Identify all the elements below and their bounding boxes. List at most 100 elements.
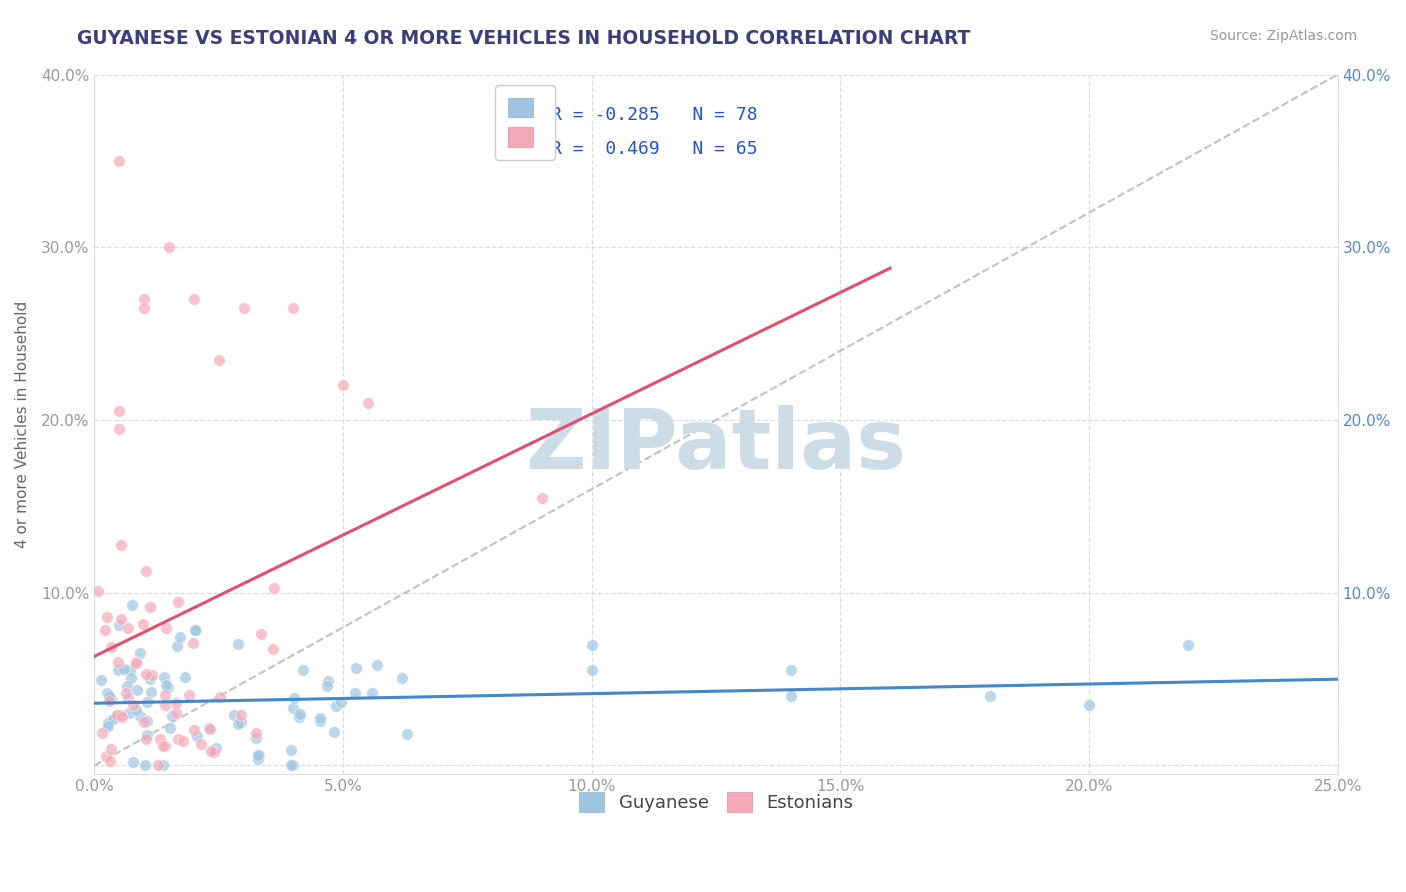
Point [366, 658, 388, 673]
Point [105, 708, 128, 723]
Point [391, 671, 413, 685]
Point [323, 724, 346, 739]
Point [198, 722, 221, 736]
Point [226, 637, 249, 651]
Point [98, 755, 121, 769]
Point [101, 712, 124, 726]
Point [104, 710, 127, 724]
Point [222, 708, 245, 723]
Point [262, 642, 284, 657]
Point [231, 714, 253, 729]
Point [281, 758, 304, 772]
Point [283, 690, 305, 705]
Point [115, 679, 138, 693]
Point [330, 695, 353, 709]
Point [134, 715, 156, 730]
Point [186, 729, 208, 743]
Point [1078, 698, 1101, 712]
Point [172, 734, 194, 748]
Point [90, 673, 112, 688]
Point [530, 491, 553, 505]
Point [155, 621, 177, 635]
Point [166, 731, 188, 746]
Point [134, 758, 156, 772]
Point [1177, 638, 1199, 652]
Point [112, 662, 135, 676]
Point [117, 691, 139, 706]
Point [120, 671, 142, 685]
Point [202, 745, 225, 759]
Point [165, 706, 187, 720]
Point [183, 636, 205, 650]
Point [155, 678, 177, 692]
Point [122, 698, 145, 713]
Point [149, 731, 172, 746]
Point [118, 706, 141, 720]
Point [249, 627, 271, 641]
Point [139, 672, 162, 686]
Point [292, 663, 315, 677]
Point [141, 685, 163, 699]
Point [97, 715, 120, 730]
Point [153, 688, 176, 702]
Point [280, 758, 302, 772]
Point [146, 757, 169, 772]
Point [581, 638, 603, 652]
Legend: Guyanese, Estonians: Guyanese, Estonians [567, 780, 866, 824]
Point [247, 747, 270, 762]
Point [125, 682, 148, 697]
Point [132, 617, 155, 632]
Point [581, 664, 603, 678]
Point [245, 731, 267, 745]
Point [309, 711, 332, 725]
Point [361, 686, 384, 700]
Point [200, 744, 222, 758]
Point [246, 752, 269, 766]
Point [229, 708, 252, 723]
Point [979, 690, 1001, 704]
Point [87, 584, 110, 599]
Point [396, 727, 419, 741]
Point [152, 670, 174, 684]
Point [779, 690, 801, 704]
Point [190, 737, 212, 751]
Point [98, 690, 121, 704]
Point [128, 709, 150, 723]
Point [120, 663, 142, 677]
Point [183, 723, 205, 737]
Point [93, 623, 115, 637]
Point [283, 301, 305, 315]
Point [117, 621, 139, 635]
Point [169, 630, 191, 644]
Point [122, 755, 145, 769]
Point [135, 714, 157, 728]
Point [205, 741, 228, 756]
Point [226, 717, 249, 731]
Text: ZIPatlas: ZIPatlas [526, 405, 907, 486]
Point [316, 673, 339, 688]
Point [110, 538, 132, 552]
Point [108, 153, 131, 168]
Point [157, 240, 180, 254]
Point [160, 709, 183, 723]
Point [183, 292, 205, 306]
Point [288, 706, 311, 721]
Point [100, 692, 122, 706]
Point [110, 708, 132, 723]
Point [357, 395, 380, 409]
Point [153, 698, 176, 712]
Y-axis label: 4 or more Vehicles in Household: 4 or more Vehicles in Household [15, 301, 30, 548]
Point [344, 661, 367, 675]
Point [263, 581, 285, 595]
Point [184, 623, 207, 637]
Point [152, 739, 174, 753]
Point [136, 727, 159, 741]
Point [167, 595, 190, 609]
Point [280, 743, 302, 757]
Point [166, 640, 188, 654]
Point [134, 292, 156, 306]
Point [125, 655, 148, 669]
Point [124, 702, 146, 716]
Point [332, 378, 354, 392]
Point [174, 670, 197, 684]
